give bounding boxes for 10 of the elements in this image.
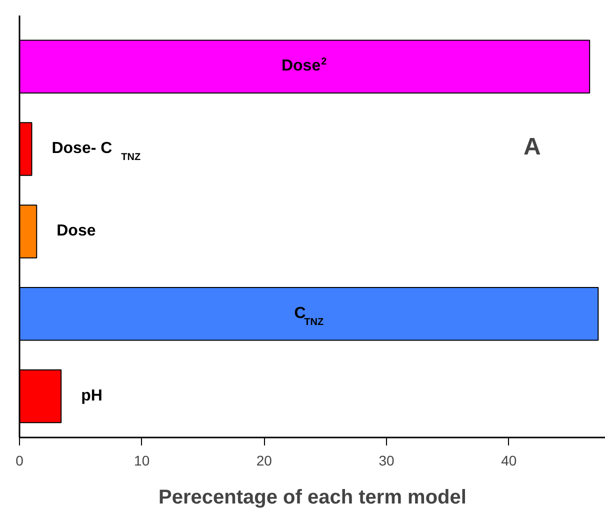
x-axis-title: Perecentage of each term model <box>158 486 466 508</box>
x-tick-label: 30 <box>378 452 395 468</box>
x-tick-label: 20 <box>256 452 272 468</box>
x-tick-label: 0 <box>16 452 24 468</box>
y-tick-label: pH <box>81 387 102 404</box>
x-tick-label: 40 <box>501 452 517 468</box>
x-tick-label: 10 <box>134 452 150 468</box>
y-tick-label: Dose- CTNZ <box>52 140 141 164</box>
annotation: A <box>523 134 541 160</box>
y-tick-label: Dose <box>56 222 96 240</box>
